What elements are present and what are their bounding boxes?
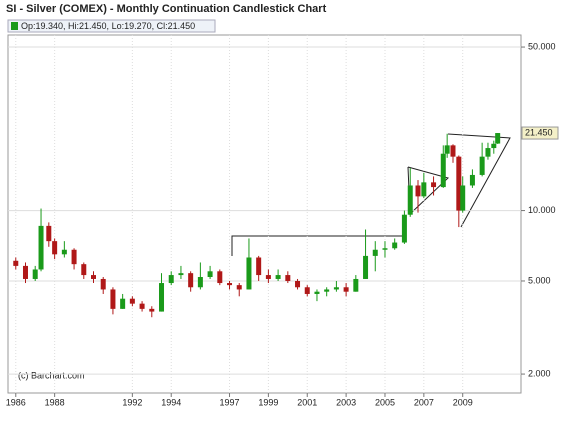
y-tick-label: 5.000 xyxy=(528,275,551,285)
x-tick-label: 1994 xyxy=(161,397,181,407)
candle-body xyxy=(46,225,52,242)
candle-body xyxy=(485,148,491,157)
y-tick-label: 10.000 xyxy=(528,205,556,215)
candle-body xyxy=(450,145,456,157)
y-tick-label: 50.000 xyxy=(528,41,556,51)
candle-body xyxy=(314,291,320,294)
annotation: (c) Barchart.com xyxy=(18,370,85,380)
candle-body xyxy=(22,265,28,279)
candle-body xyxy=(495,133,501,144)
x-tick-label: 1992 xyxy=(122,397,142,407)
candle-body xyxy=(491,143,497,149)
candle-body xyxy=(52,241,58,255)
candle-body xyxy=(207,271,213,277)
candle-body xyxy=(440,153,446,188)
candle-body xyxy=(129,298,135,304)
x-tick-label: 2005 xyxy=(375,397,395,407)
x-tick-label: 2007 xyxy=(414,397,434,407)
trendline xyxy=(231,235,406,256)
candle-body xyxy=(38,225,44,270)
candle-body xyxy=(372,249,378,256)
candle-body xyxy=(81,264,87,276)
candle-body xyxy=(460,185,466,211)
candle-body xyxy=(120,298,126,309)
candle-body xyxy=(407,185,413,215)
candle-body xyxy=(295,280,301,288)
candle-body xyxy=(275,275,281,279)
legend-text: Op:19.340, Hi:21.450, Lo:19.270, Cl:21.4… xyxy=(21,21,195,31)
candle-body xyxy=(13,260,19,266)
candle-body xyxy=(343,287,349,292)
x-tick-label: 1986 xyxy=(6,397,26,407)
candle-body xyxy=(401,214,407,243)
candle-body xyxy=(353,278,359,292)
candle-body xyxy=(197,276,203,288)
chart-title: SI - Silver (COMEX) - Monthly Continuati… xyxy=(6,3,327,15)
x-tick-label: 2001 xyxy=(297,397,317,407)
candle-body xyxy=(324,289,330,292)
candle-body xyxy=(188,273,194,288)
candle-body xyxy=(256,257,262,276)
candle-body xyxy=(456,156,462,211)
y-tick-label: 2.000 xyxy=(528,368,551,378)
x-tick-label: 1988 xyxy=(45,397,65,407)
candle-body xyxy=(382,248,388,250)
x-tick-label: 1997 xyxy=(220,397,240,407)
candle-body xyxy=(363,255,369,279)
candle-body xyxy=(178,273,184,276)
candle-body xyxy=(100,278,106,290)
candle-body xyxy=(304,287,310,294)
candle-body xyxy=(392,242,398,249)
candle-body xyxy=(421,182,427,197)
candle-body xyxy=(431,182,437,188)
candle-body xyxy=(265,275,271,279)
candle-body xyxy=(61,249,67,255)
triangle xyxy=(447,133,511,228)
candle-body xyxy=(246,257,252,290)
candle-body xyxy=(139,303,145,309)
candle-body xyxy=(444,145,450,154)
x-tick-label: 2003 xyxy=(336,397,356,407)
plot-frame xyxy=(7,34,522,394)
candle-body xyxy=(32,269,38,279)
last-price-box xyxy=(521,126,559,140)
candle-body xyxy=(71,249,77,265)
candle-body xyxy=(110,289,116,309)
x-tick-label: 2009 xyxy=(453,397,473,407)
legend-box xyxy=(7,19,216,33)
candle-body xyxy=(168,275,174,284)
candle-body xyxy=(227,283,233,286)
x-tick-label: 1999 xyxy=(258,397,278,407)
candle-body xyxy=(159,283,165,312)
candle-body xyxy=(236,285,242,290)
trendlines xyxy=(231,133,511,256)
candle-body xyxy=(91,275,96,279)
candle-body xyxy=(469,174,475,186)
legend-swatch xyxy=(11,22,18,30)
candle-body xyxy=(479,156,485,175)
candle-body xyxy=(149,308,155,312)
candle-body xyxy=(333,287,339,290)
last-price-label: 21.450 xyxy=(525,127,553,137)
candle-body xyxy=(217,271,223,284)
candle-body xyxy=(415,185,421,197)
candle-body xyxy=(285,275,291,281)
